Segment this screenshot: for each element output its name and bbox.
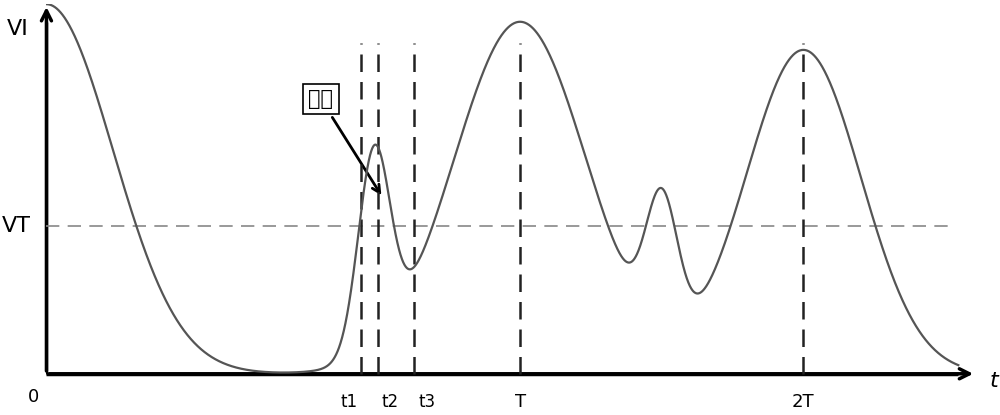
Text: 2T: 2T [792,393,815,411]
Text: t2: t2 [381,393,398,411]
Text: t1: t1 [341,393,358,411]
Text: t: t [989,371,998,391]
Text: VT: VT [2,216,31,236]
Text: t3: t3 [418,393,435,411]
Text: 回沟: 回沟 [308,89,380,193]
Text: 0: 0 [28,388,39,406]
Text: T: T [515,393,526,411]
Text: VI: VI [7,19,29,39]
